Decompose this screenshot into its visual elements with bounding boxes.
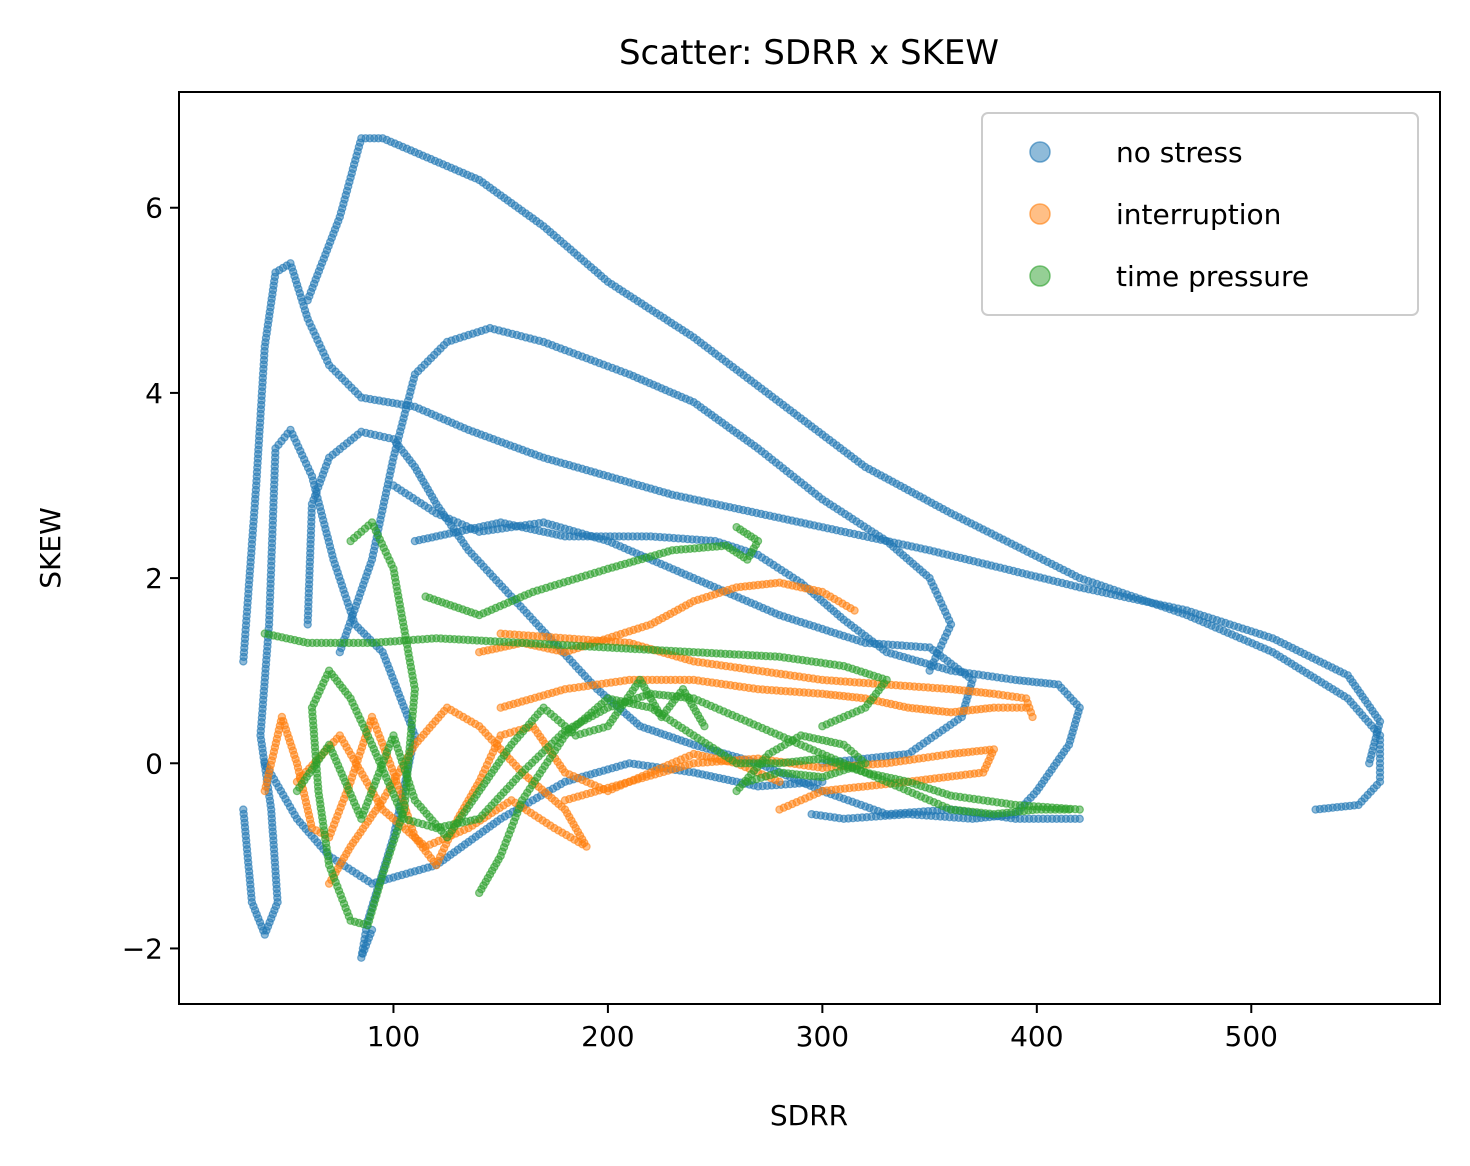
data-point <box>1028 712 1037 722</box>
y-tick-label: 2 <box>145 562 163 595</box>
legend-marker-time-pressure <box>1029 265 1051 287</box>
legend-marker-interruption <box>1029 203 1051 225</box>
y-tick-label: 4 <box>145 377 163 410</box>
x-tick-label: 300 <box>796 1020 849 1053</box>
legend-marker-no-stress <box>1029 141 1051 163</box>
y-tick-label: 6 <box>145 192 163 225</box>
legend-box <box>981 112 1419 316</box>
data-point <box>850 606 859 615</box>
data-points <box>239 134 1385 962</box>
data-point <box>775 777 784 786</box>
data-point <box>743 777 752 786</box>
chart-title: Scatter: SDRR x SKEW <box>619 33 999 73</box>
x-tick-label: 500 <box>1225 1020 1278 1053</box>
plot-frame <box>178 91 1441 1005</box>
x-tick-label: 400 <box>1010 1020 1063 1053</box>
legend-label-no-stress: no stress <box>1116 136 1243 169</box>
legend-label-interruption: interruption <box>1116 198 1281 231</box>
data-point <box>1365 759 1374 768</box>
x-tick-label: 200 <box>581 1020 634 1053</box>
y-axis: −2 0 2 4 6 <box>122 192 179 965</box>
data-point <box>700 722 709 731</box>
y-axis-label: SKEW <box>34 507 67 589</box>
data-point <box>732 522 741 532</box>
data-point <box>1021 703 1031 712</box>
x-tick-label: 100 <box>367 1020 420 1053</box>
data-point <box>1311 805 1320 814</box>
y-tick-label: 0 <box>145 747 163 780</box>
data-point <box>775 805 784 814</box>
legend: no stress interruption time pressure <box>981 112 1419 316</box>
series-no-stress <box>239 134 1385 962</box>
data-point <box>818 722 827 731</box>
x-axis: 100 200 300 400 500 <box>367 1004 1278 1053</box>
x-axis-label: SDRR <box>770 1099 848 1132</box>
data-point <box>1075 814 1084 824</box>
legend-label-time-pressure: time pressure <box>1116 260 1309 293</box>
data-point <box>1064 805 1074 814</box>
data-point <box>807 809 816 819</box>
series-time-pressure <box>260 518 1084 930</box>
data-point <box>1075 805 1084 814</box>
y-tick-label: −2 <box>122 932 163 965</box>
